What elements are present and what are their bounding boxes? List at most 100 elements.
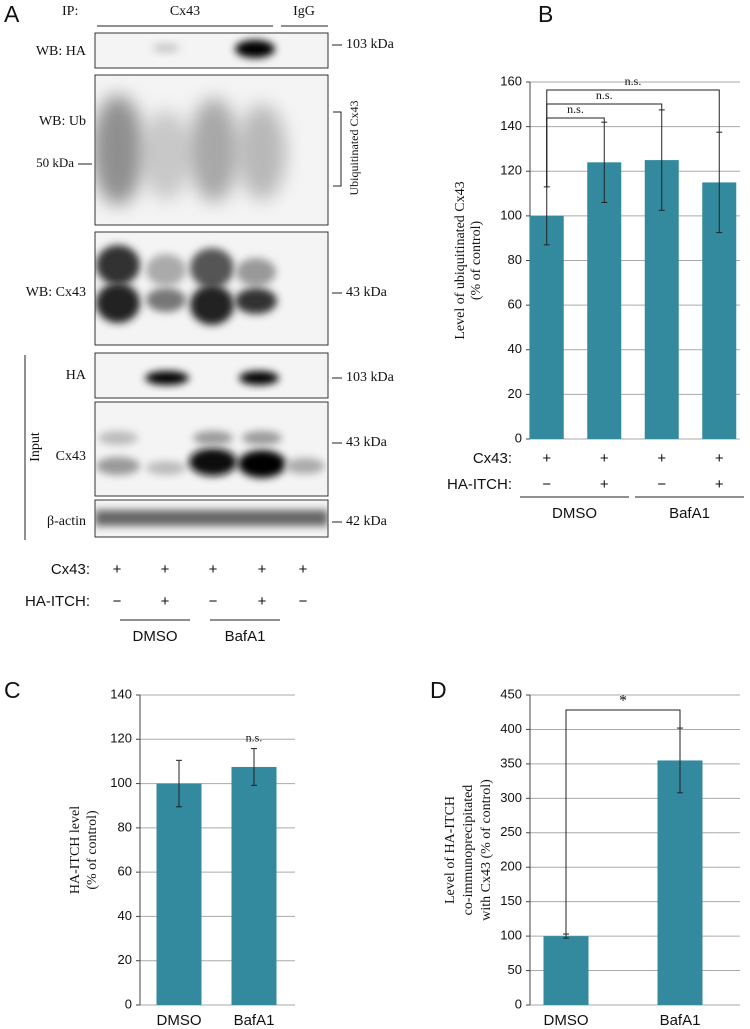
- blot-strip: [94, 352, 329, 399]
- significance-bracket: [565, 709, 681, 935]
- condition-sign: −: [209, 593, 218, 610]
- ip-group: Cx43: [170, 4, 200, 19]
- bar: [587, 162, 622, 439]
- band: [146, 288, 186, 312]
- y-tick-label: 100: [500, 207, 522, 222]
- strip-label: WB: Cx43: [26, 285, 86, 300]
- condition-sign: +: [113, 561, 122, 578]
- band: [189, 448, 237, 476]
- annotation: n.s.: [246, 730, 263, 744]
- y-tick-label: 60: [508, 297, 522, 312]
- band: [96, 457, 140, 475]
- bar: [529, 215, 564, 439]
- band: [235, 40, 275, 58]
- annotation: n.s.: [596, 88, 613, 102]
- bracket-label: Ubiquitinated Cx43: [347, 101, 361, 196]
- band: [235, 288, 277, 314]
- panel-letter: A: [4, 1, 20, 27]
- blot-strip: [94, 32, 329, 69]
- band: [96, 283, 140, 323]
- band: [96, 245, 140, 285]
- condition-sign: +: [161, 593, 170, 610]
- y-axis-title: Level of ubiquitinated Cx43: [453, 181, 468, 339]
- marker-label: 42 kDa: [346, 514, 388, 529]
- condition-sign: +: [715, 476, 724, 493]
- group-label: DMSO: [552, 505, 597, 522]
- panel-letter: B: [538, 1, 553, 27]
- x-tick-label: BafA1: [660, 1012, 701, 1029]
- band: [146, 254, 186, 286]
- condition-sign: +: [542, 450, 551, 467]
- y-axis-title: (% of control): [469, 221, 484, 301]
- condition-sign: −: [542, 476, 551, 493]
- group-label: DMSO: [133, 628, 178, 645]
- condition-sign: +: [161, 561, 170, 578]
- band: [238, 450, 286, 478]
- band: [146, 461, 186, 475]
- x-tick-label: BafA1: [234, 1012, 275, 1029]
- condition-label: Cx43:: [473, 450, 512, 467]
- y-tick-label: 120: [110, 731, 132, 746]
- y-tick-label: 0: [125, 996, 132, 1011]
- condition-sign: +: [600, 450, 609, 467]
- band: [142, 110, 190, 200]
- significance-bracket: [546, 89, 720, 187]
- condition-sign: +: [600, 476, 609, 493]
- annotation: n.s.: [625, 74, 642, 88]
- y-tick-label: 0: [515, 430, 522, 445]
- strip-label: β-actin: [47, 514, 86, 529]
- y-tick-label: 160: [500, 73, 522, 88]
- condition-label: HA-ITCH:: [447, 476, 512, 493]
- y-tick-label: 450: [500, 686, 522, 701]
- y-tick-label: 0: [515, 996, 522, 1011]
- y-tick-label: 140: [110, 686, 132, 701]
- condition-sign: −: [657, 476, 666, 493]
- x-tick-label: DMSO: [157, 1012, 202, 1029]
- condition-sign: +: [657, 450, 666, 467]
- y-tick-label: 20: [118, 952, 132, 967]
- marker-label: 103 kDa: [346, 370, 395, 385]
- band: [242, 431, 282, 445]
- bracket: [333, 111, 342, 187]
- y-tick-label: 60: [118, 864, 132, 879]
- marker-label: 43 kDa: [346, 285, 388, 300]
- y-tick-label: 400: [500, 721, 522, 736]
- y-tick-label: 300: [500, 790, 522, 805]
- condition-sign: +: [258, 561, 267, 578]
- band: [238, 104, 286, 200]
- y-axis-title: (% of control): [85, 810, 100, 890]
- band: [193, 431, 233, 445]
- condition-sign: +: [299, 561, 308, 578]
- bands: [95, 95, 286, 205]
- strip-label: Cx43: [56, 449, 86, 464]
- bands: [145, 371, 279, 385]
- bands: [95, 510, 328, 526]
- band: [152, 43, 180, 53]
- y-tick-label: 100: [110, 775, 132, 790]
- annotation: n.s.: [567, 102, 584, 116]
- y-tick-label: 80: [508, 252, 522, 267]
- y-tick-label: 200: [500, 859, 522, 874]
- y-tick-label: 150: [500, 893, 522, 908]
- band: [190, 248, 234, 288]
- condition-sign: −: [299, 593, 308, 610]
- y-tick-label: 140: [500, 118, 522, 133]
- condition-label: Cx43:: [51, 561, 90, 578]
- strip-label: WB: Ub: [39, 114, 86, 129]
- marker-label: 50 kDa: [36, 155, 74, 170]
- condition-sign: −: [113, 593, 122, 610]
- y-tick-label: 250: [500, 824, 522, 839]
- panel-letter: D: [430, 677, 447, 703]
- y-tick-label: 100: [500, 928, 522, 943]
- condition-sign: +: [209, 561, 218, 578]
- bands: [96, 431, 325, 478]
- band: [190, 285, 234, 325]
- band: [236, 258, 276, 286]
- condition-label: HA-ITCH:: [25, 593, 90, 610]
- y-axis-title: Level of HA-ITCH: [443, 796, 458, 904]
- y-tick-label: 120: [500, 163, 522, 178]
- bands: [152, 40, 275, 58]
- band: [239, 371, 279, 385]
- annotation: *: [619, 693, 627, 710]
